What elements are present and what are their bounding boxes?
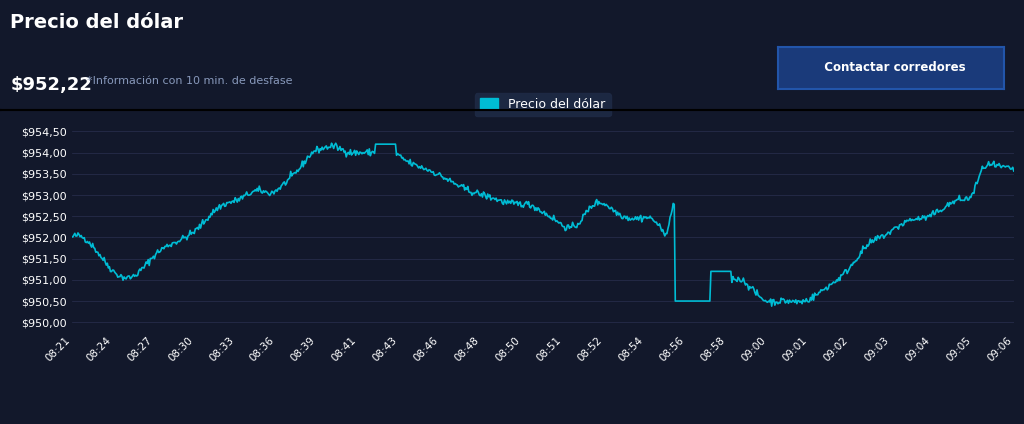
Text: Contactar corredores: Contactar corredores (816, 61, 966, 74)
Text: *Información con 10 min. de desfase: *Información con 10 min. de desfase (87, 76, 293, 86)
Text: $952,22: $952,22 (10, 76, 92, 94)
Text: Precio del dólar: Precio del dólar (10, 13, 183, 32)
Legend: Precio del dólar: Precio del dólar (475, 93, 610, 116)
